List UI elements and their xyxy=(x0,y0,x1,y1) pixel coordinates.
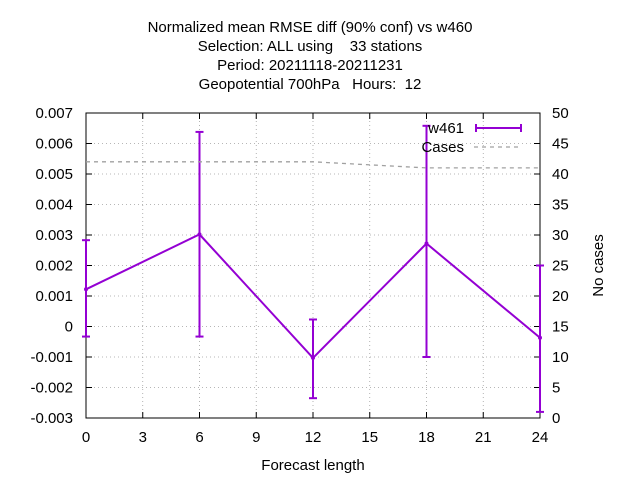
y-tick-label: 0.001 xyxy=(35,288,73,305)
y2-tick-label: 35 xyxy=(552,197,569,214)
y2-tick-label: 30 xyxy=(552,227,569,244)
x-tick-label: 6 xyxy=(195,429,203,446)
data-point xyxy=(311,355,315,360)
y2-tick-label: 10 xyxy=(552,349,569,366)
axis-ticks: 0 3 6 9 12 15 18 21 24 -0.003 -0.002 -0.001 0 0.001 0.… xyxy=(30,105,568,446)
title-line-3: Geopotential 700hPa Hours: 12 xyxy=(199,76,422,93)
title-line-2: Period: 20211118-20211231 xyxy=(217,57,403,74)
data-point xyxy=(84,287,88,292)
y-tick-label: 0.007 xyxy=(35,105,73,122)
data-point xyxy=(424,241,429,246)
y-tick-label: 0.003 xyxy=(35,227,73,244)
y-tick-label: 0.002 xyxy=(35,258,73,275)
legend-label: w461 xyxy=(427,120,464,137)
y2-tick-label: 0 xyxy=(552,410,560,427)
title-line-1: Selection: ALL using 33 stations xyxy=(198,38,423,55)
y-tick-label: 0.005 xyxy=(35,166,73,183)
y-tick-label: -0.002 xyxy=(30,380,73,397)
y2-tick-label: 25 xyxy=(552,258,569,275)
x-tick-label: 12 xyxy=(305,429,322,446)
x-tick-label: 3 xyxy=(139,429,147,446)
legend-label: Cases xyxy=(421,139,464,156)
y2-tick-label: 20 xyxy=(552,288,569,305)
x-tick-label: 9 xyxy=(252,429,260,446)
y2-tick-label: 45 xyxy=(552,136,569,153)
data-point xyxy=(197,232,202,237)
x-tick-label: 18 xyxy=(418,429,435,446)
series xyxy=(82,124,544,413)
y-tick-label: 0 xyxy=(65,319,73,336)
x-tick-label: 21 xyxy=(475,429,492,446)
series-line-cases xyxy=(86,161,540,169)
data-point xyxy=(538,335,542,340)
x-tick-label: 15 xyxy=(361,429,378,446)
y2-tick-label: 15 xyxy=(552,319,569,336)
y-tick-label: -0.003 xyxy=(30,410,73,427)
y-tick-label: -0.001 xyxy=(30,349,73,366)
chart-title: Normalized mean RMSE diff (90% conf) vs … xyxy=(148,19,473,93)
y-tick-label: 0.006 xyxy=(35,136,73,153)
x-axis-label: Forecast length xyxy=(261,457,364,474)
y2-tick-label: 40 xyxy=(552,166,569,183)
y2-axis-label: No cases xyxy=(590,234,607,297)
y2-tick-label: 50 xyxy=(552,105,569,122)
title-line-0: Normalized mean RMSE diff (90% conf) vs … xyxy=(148,19,473,36)
legend: w461 Cases xyxy=(421,120,522,156)
y-tick-label: 0.004 xyxy=(35,197,73,214)
x-tick-label: 0 xyxy=(82,429,90,446)
y2-tick-label: 5 xyxy=(552,380,560,397)
x-tick-label: 24 xyxy=(532,429,549,446)
